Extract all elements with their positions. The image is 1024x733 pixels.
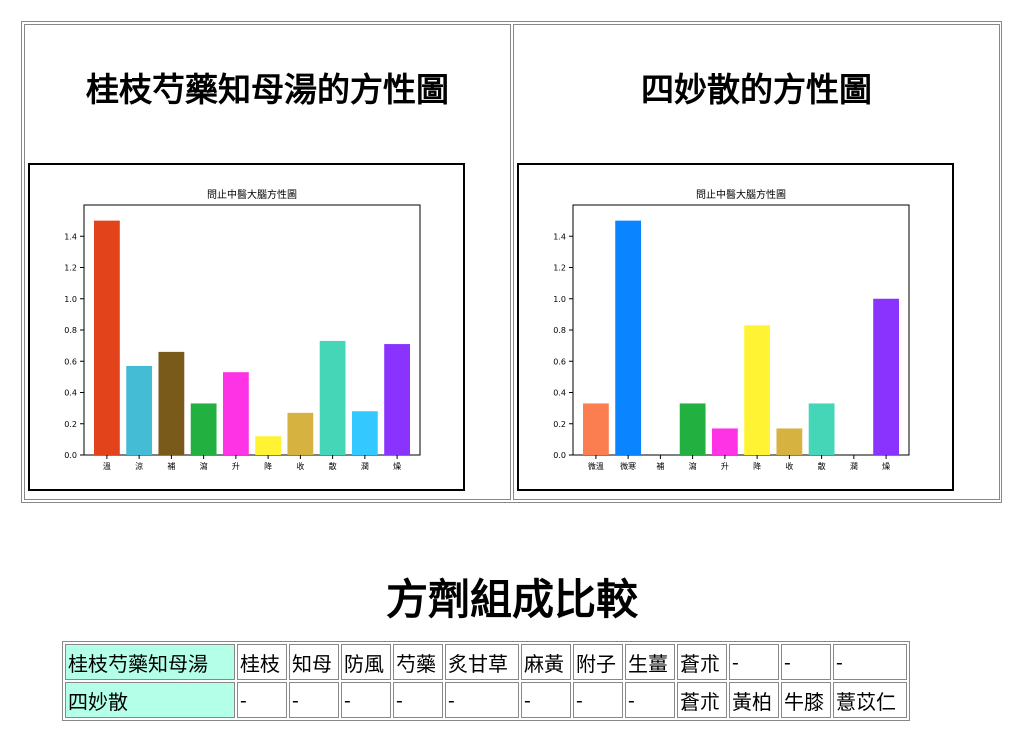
y-tick-label: 1.0 [64,295,77,304]
chart-panels-table: 桂枝芍藥知母湯的方性圖 問止中醫大腦方性圖 0.0 0.2 0.4 0.6 0.8 1.0 1… [21,21,1002,503]
herb-cell: 黃柏 [729,682,779,718]
bar [679,403,706,455]
panel-right: 四妙散的方性圖 問止中醫大腦方性圖 0.0 0.2 0.4 0.6 0.8 1.0 1.2 1.… [513,24,1000,500]
y-tick-label: 1.4 [64,232,77,241]
x-tick-label: 燥 [393,462,401,471]
table-row: 桂枝芍藥知母湯 桂枝 知母 防風 芍藥 炙甘草 麻黃 附子 生薑 蒼朮 - - - [65,644,907,680]
x-tick-label: 補 [167,461,175,471]
y-tick-label: 0.0 [64,451,77,460]
y-tick-label: 1.2 [553,264,566,273]
y-tick-label: 0.8 [553,326,566,335]
herb-cell: - [289,682,339,718]
bar [222,372,249,455]
comparison-title: 方劑組成比較 [385,575,638,624]
comparison-table: 桂枝芍藥知母湯 桂枝 知母 防風 芍藥 炙甘草 麻黃 附子 生薑 蒼朮 - - - 四妙散 - - - - - - - -… [62,641,910,721]
bar [319,340,346,455]
formula-name-cell: 桂枝芍藥知母湯 [65,644,235,680]
herb-cell: 牛膝 [781,682,831,718]
herb-cell: 炙甘草 [445,644,519,680]
herb-cell: - [393,682,443,718]
herb-cell: 桂枝 [237,644,287,680]
bar [873,298,899,455]
x-tick-label: 補 [656,461,664,471]
herb-cell: 蒼朮 [677,644,727,680]
y-tick-label: 0.2 [64,420,77,429]
herb-cell: - [445,682,519,718]
y-tick-label: 1.4 [553,232,566,241]
bar [255,436,282,455]
herb-cell: 薏苡仁 [833,682,907,718]
x-tick-label: 降 [753,461,761,471]
bar [126,365,153,455]
x-tick-label: 涼 [135,461,143,471]
y-tick-label: 1.2 [64,264,77,273]
x-tick-label: 散 [329,461,337,471]
bar [711,428,738,455]
y-tick-label: 0.6 [553,357,566,366]
table-row: 四妙散 - - - - - - - - 蒼朮 黃柏 牛膝 薏苡仁 [65,682,907,718]
x-tick-label: 降 [264,461,272,471]
x-tick-label: 潤 [361,461,369,471]
herb-cell: 防風 [341,644,391,680]
x-tick-label: 微溫 [588,461,604,471]
panel-title: 桂枝芍藥知母湯的方性圖 [86,70,449,109]
herb-cell: - [573,682,623,718]
bar [808,403,835,455]
herb-cell: 生薑 [625,644,675,680]
chart-frame: 問止中醫大腦方性圖 0.0 0.2 0.4 0.6 0.8 1.0 1.2 1.4 溫 涼 補 瀉 升 降 收… [28,163,465,491]
bar-chart-left: 問止中醫大腦方性圖 0.0 0.2 0.4 0.6 0.8 1.0 1.2 1.4 溫 涼 補 瀉 升 降 收… [64,188,421,471]
herb-cell: 芍藥 [393,644,443,680]
herb-cell: 麻黃 [521,644,571,680]
chart-title: 問止中醫大腦方性圖 [696,188,786,201]
x-tick-label: 瀉 [200,461,208,471]
x-tick-label: 升 [232,462,240,471]
herb-cell: 知母 [289,644,339,680]
y-tick-label: 0.0 [553,451,566,460]
bar [190,403,217,455]
bar [94,220,120,455]
y-tick-label: 0.4 [553,389,566,398]
bar [384,344,410,455]
herb-cell: - [729,644,779,680]
y-tick-label: 1.0 [553,295,566,304]
chart-title: 問止中醫大腦方性圖 [207,188,297,201]
formula-name-cell: 四妙散 [65,682,235,718]
x-tick-label: 燥 [882,462,890,471]
chart-frame: 問止中醫大腦方性圖 0.0 0.2 0.4 0.6 0.8 1.0 1.2 1.4 微溫 微寒 補 瀉 升… [517,163,954,491]
bar [615,220,642,455]
herb-cell: - [521,682,571,718]
x-tick-label: 潤 [850,461,858,471]
y-tick-label: 0.2 [553,420,566,429]
bar-chart-right: 問止中醫大腦方性圖 0.0 0.2 0.4 0.6 0.8 1.0 1.2 1.4 微溫 微寒 補 瀉 升… [553,188,910,471]
x-tick-label: 瀉 [689,461,697,471]
panel-left: 桂枝芍藥知母湯的方性圖 問止中醫大腦方性圖 0.0 0.2 0.4 0.6 0.8 1.0 1… [24,24,511,500]
herb-cell: - [833,644,907,680]
x-tick-label: 升 [721,462,729,471]
herb-cell: - [237,682,287,718]
x-tick-label: 微寒 [620,461,636,471]
bar [744,325,771,455]
herb-cell: 蒼朮 [677,682,727,718]
x-tick-label: 溫 [103,462,111,471]
x-tick-label: 收 [785,461,793,471]
y-tick-label: 0.8 [64,326,77,335]
bar [158,351,185,455]
y-tick-label: 0.4 [64,389,77,398]
bar [776,428,803,455]
herb-cell: - [341,682,391,718]
herb-cell: - [625,682,675,718]
herb-cell: - [781,644,831,680]
panel-title: 四妙散的方性圖 [641,70,872,109]
bar [287,412,314,455]
herb-cell: 附子 [573,644,623,680]
bar [351,411,378,455]
y-tick-label: 0.6 [64,357,77,366]
x-tick-label: 收 [296,461,304,471]
bar [583,403,609,455]
x-tick-label: 散 [818,461,826,471]
